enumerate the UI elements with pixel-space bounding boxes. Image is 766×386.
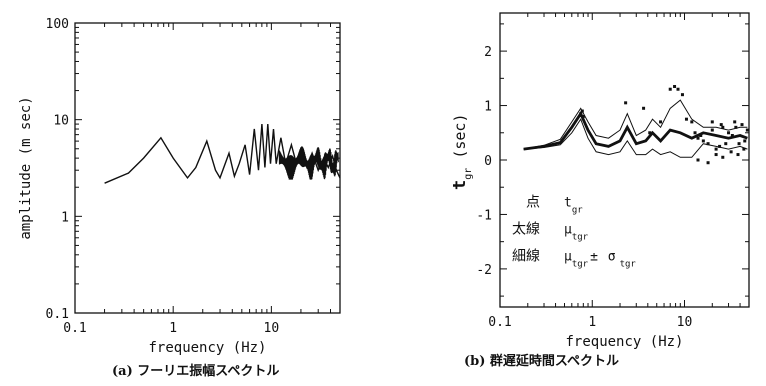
x-tick-label: 10 (264, 321, 280, 336)
legend-marker: 細線 (512, 248, 540, 264)
data-point (684, 117, 688, 121)
data-point (733, 120, 737, 124)
data-point (642, 106, 646, 110)
data-point (701, 139, 705, 143)
data-point (740, 123, 744, 127)
data-point (718, 144, 722, 148)
chart-a-svg: 0.1 1 10 0.1 1 10 100 frequency (Hz) amplitude (… (18, 17, 341, 356)
data-point (680, 93, 684, 97)
x-axis-label: frequency (Hz) (148, 340, 266, 356)
data-point (706, 161, 710, 165)
legend-label: μtgr ± σ tgr (564, 249, 636, 269)
data-point (743, 139, 747, 143)
data-point (699, 134, 703, 137)
y-tick-label: 10 (53, 114, 69, 129)
y-tick-label: -1 (476, 208, 492, 223)
series-sigma (523, 118, 748, 158)
data-point (668, 87, 672, 91)
legend-label: tgr (564, 195, 583, 215)
chart-b-svg: 0.1 1 10 -2 -1 0 1 2 frequency (Hz) tgr (sec) 点 tgr… (450, 12, 750, 350)
data-point (730, 134, 734, 137)
y-tick-label: 1 (61, 210, 69, 225)
data-point (693, 131, 697, 135)
data-point (737, 142, 741, 146)
legend-label: μtgr (564, 222, 589, 242)
x-tick-label: 1 (169, 321, 177, 336)
y-tick-label: 0 (484, 154, 492, 169)
y-axis-label: amplitude (m sec) (18, 96, 34, 239)
legend-marker: 点 (526, 194, 540, 210)
data-point (676, 87, 680, 91)
y-tick-label: 1 (484, 100, 492, 115)
data-point (742, 147, 746, 151)
y-tick-label: 0.1 (46, 307, 69, 322)
data-point (719, 123, 723, 127)
plot-frame (74, 22, 341, 314)
x-tick-label: 0.1 (488, 315, 511, 330)
series-line-dense (278, 146, 339, 180)
data-point (690, 120, 694, 124)
chart-b: 0.1 1 10 -2 -1 0 1 2 frequency (Hz) tgr (sec) 点 tgr… (383, 0, 766, 382)
y-tick-label: -2 (476, 263, 492, 278)
data-point (706, 142, 710, 146)
data-point (673, 85, 677, 88)
data-point (710, 120, 714, 124)
data-point (745, 128, 749, 132)
chart-b-caption: (b) 群遅延時間スペクトル (464, 354, 620, 369)
data-point (696, 136, 700, 140)
data-point (581, 114, 585, 118)
y-tick-label: 100 (46, 17, 69, 32)
y-axis-label: tgr (sec) (450, 114, 474, 190)
data-point (736, 153, 740, 157)
chart-a-caption: (a) フーリエ振幅スペクトル (112, 364, 280, 379)
chart-a: 0.1 1 10 0.1 1 10 100 frequency (Hz) amplitude (… (0, 0, 383, 382)
x-axis-label: frequency (Hz) (565, 334, 683, 350)
x-tick-label: 0.1 (63, 321, 86, 336)
data-point (579, 112, 583, 116)
data-point (724, 142, 728, 146)
data-point (710, 128, 714, 132)
data-point (734, 125, 738, 129)
data-point (721, 155, 725, 159)
data-point (714, 147, 718, 151)
legend-marker: 太線 (512, 221, 540, 237)
data-point (696, 158, 700, 162)
series-mean (523, 110, 748, 151)
data-point (721, 125, 725, 129)
data-point (727, 131, 731, 135)
data-point (714, 153, 718, 157)
series-sigma (523, 99, 748, 150)
data-point (729, 150, 733, 154)
data-point (659, 120, 663, 124)
data-point (580, 109, 584, 113)
data-point (648, 131, 652, 135)
x-tick-label: 1 (588, 315, 596, 330)
data-point (624, 101, 628, 105)
y-tick-label: 2 (484, 45, 492, 60)
x-tick-label: 10 (677, 315, 693, 330)
